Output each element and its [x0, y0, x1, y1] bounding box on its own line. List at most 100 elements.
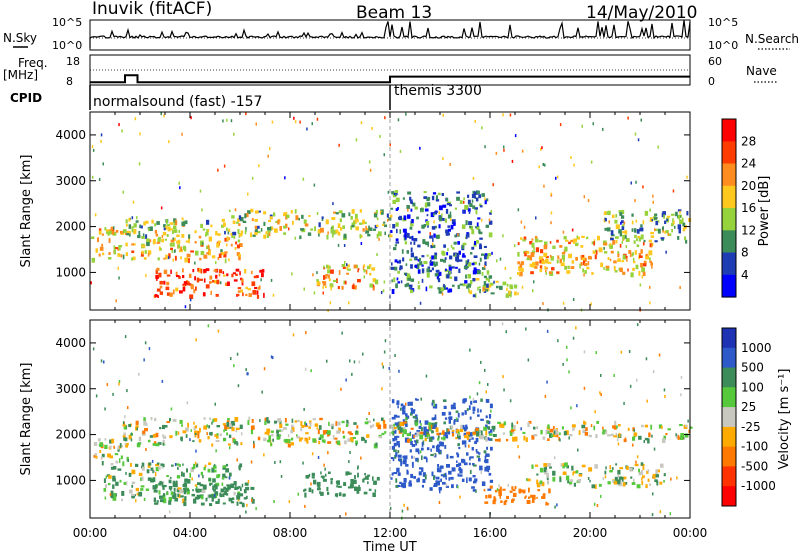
echo-cell	[445, 197, 449, 202]
echo-cell	[283, 232, 286, 235]
echo-cell	[335, 229, 339, 234]
echo-cell	[245, 510, 247, 514]
echo-cell	[419, 434, 424, 440]
echo-cell	[357, 486, 361, 491]
echo-cell	[474, 207, 478, 210]
echo-cell	[234, 417, 239, 422]
echo-cell	[245, 486, 250, 491]
echo-cell	[449, 211, 452, 215]
echo-cell	[202, 484, 207, 490]
echo-cell	[603, 218, 606, 223]
echo-cell	[472, 463, 475, 466]
echo-cell	[472, 176, 475, 180]
echo-cell	[91, 257, 95, 263]
echo-cell	[416, 431, 420, 437]
echo-cell	[472, 489, 477, 492]
echo-cell	[416, 439, 419, 444]
echo-cell	[394, 422, 398, 426]
echo-cell	[482, 285, 487, 289]
echo-cell	[323, 265, 325, 269]
echo-cell	[186, 468, 188, 473]
echo-cell	[264, 417, 267, 422]
echo-cell	[166, 274, 171, 277]
echo-cell	[413, 476, 416, 479]
echo-cell	[354, 475, 356, 480]
echo-cell	[460, 424, 463, 429]
echo-cell	[313, 291, 316, 295]
echo-cell	[439, 271, 442, 275]
echo-cell	[479, 205, 483, 208]
echo-cell	[237, 229, 240, 234]
echo-cell	[369, 283, 373, 288]
echo-cell	[631, 213, 634, 217]
echo-cell	[418, 471, 422, 476]
echo-cell	[641, 275, 643, 279]
echo-cell	[190, 250, 194, 253]
echo-cell	[237, 287, 242, 290]
echo-cell	[193, 421, 195, 425]
colorbar-segment	[722, 387, 736, 408]
echo-cell	[117, 468, 122, 471]
colorbar-segment	[722, 347, 736, 369]
echo-cell	[327, 231, 329, 235]
echo-cell	[438, 501, 441, 504]
echo-cell	[473, 255, 478, 258]
echo-cell	[381, 211, 384, 215]
echo-cell	[410, 440, 413, 445]
echo-cell	[464, 205, 469, 210]
echo-cell	[441, 250, 445, 255]
echo-cell	[560, 463, 563, 467]
echo-cell	[516, 421, 519, 425]
echo-cell	[545, 429, 548, 435]
echo-cell	[172, 258, 174, 262]
echo-cell	[496, 259, 498, 263]
echo-cell	[613, 481, 618, 485]
echo-cell	[272, 438, 274, 442]
echo-cell	[143, 257, 147, 260]
echo-cell	[463, 400, 466, 404]
echo-cell	[279, 460, 282, 464]
echo-cell	[100, 139, 102, 143]
echo-cell	[500, 423, 505, 428]
frequency-trace	[90, 74, 690, 84]
echo-cell	[667, 232, 669, 236]
echo-cell	[478, 381, 481, 385]
echo-cell	[411, 444, 416, 447]
echo-cell	[559, 245, 563, 248]
echo-cell	[319, 434, 324, 439]
echo-cell	[618, 432, 621, 438]
echo-cell	[415, 398, 419, 401]
echo-cell	[367, 420, 371, 423]
echo-cell	[573, 239, 576, 244]
echo-cell	[330, 269, 334, 274]
echo-cell	[622, 271, 626, 275]
echo-cell	[535, 216, 537, 220]
echo-cell	[413, 434, 415, 438]
echo-cell	[166, 219, 168, 224]
echo-cell	[661, 438, 666, 443]
echo-cell	[449, 276, 453, 279]
echo-cell	[279, 434, 281, 437]
echo-cell	[464, 434, 467, 439]
echo-cell	[145, 274, 147, 278]
echo-cell	[632, 443, 634, 447]
echo-cell	[106, 383, 109, 387]
echo-cell	[226, 227, 228, 232]
echo-cell	[124, 415, 126, 419]
echo-cell	[443, 473, 446, 476]
echo-cell	[294, 420, 298, 423]
colorbar-segment	[722, 252, 736, 276]
echo-cell	[389, 234, 393, 238]
echo-cell	[468, 211, 471, 214]
echo-cell	[197, 433, 200, 439]
echo-cell	[470, 280, 473, 284]
echo-cell	[228, 258, 230, 262]
echo-cell	[158, 490, 161, 495]
echo-cell	[225, 476, 228, 479]
echo-cell	[291, 427, 295, 433]
echo-cell	[330, 478, 333, 481]
echo-cell	[488, 414, 492, 419]
echo-cell	[564, 462, 568, 467]
echo-cell	[377, 231, 382, 237]
echo-cell	[183, 284, 186, 288]
